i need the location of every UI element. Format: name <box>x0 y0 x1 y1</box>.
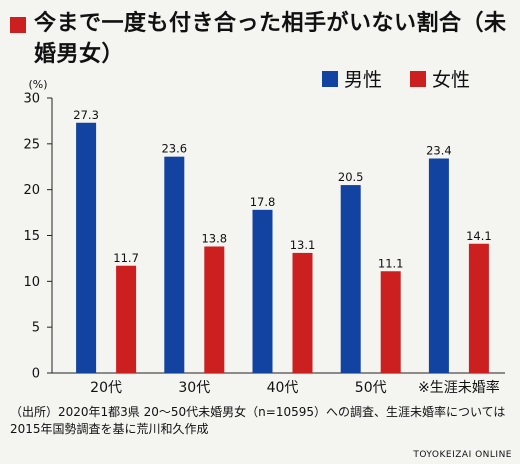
data-label-female: 14.1 <box>466 229 492 243</box>
y-tick-label: 20 <box>23 183 40 198</box>
y-tick-label: 15 <box>23 229 40 244</box>
data-label-female: 11.1 <box>378 256 404 270</box>
bar-male <box>340 185 361 373</box>
data-label-male: 23.4 <box>426 144 452 158</box>
bar-female <box>292 252 313 373</box>
data-label-male: 17.8 <box>250 195 276 209</box>
x-category-label: 20代 <box>90 380 122 396</box>
bar-chart: 0 5 10 15 20 25 30(%) 男性 女性 27.3 11.7 20代 23.6 13.8 30… <box>23 69 505 396</box>
y-axis-unit-label: (%) <box>28 78 47 91</box>
x-category-label: 30代 <box>178 380 210 396</box>
y-tick-label: 30 <box>23 92 40 107</box>
data-label-female: 13.1 <box>290 238 316 252</box>
bar-female <box>204 246 225 373</box>
bar-male <box>428 158 449 373</box>
title-square-marker <box>10 17 26 33</box>
y-tick-label: 5 <box>32 321 40 336</box>
bar-female <box>380 271 401 373</box>
y-tick-label: 25 <box>23 137 40 152</box>
data-label-male: 27.3 <box>73 108 99 122</box>
bar-female <box>116 265 137 373</box>
publisher-credit: TOYOKEIZAI ONLINE <box>413 450 512 460</box>
y-tick-label: 0 <box>32 367 40 382</box>
data-label-female: 11.7 <box>113 251 139 265</box>
legend-label-female: 女性 <box>432 69 470 91</box>
source-note: （出所）2020年1都3県 20〜50代未婚男女（n=10595）への調査、生涯… <box>10 405 506 436</box>
legend-label-male: 男性 <box>344 69 382 91</box>
legend-swatch-male <box>322 71 338 87</box>
data-label-female: 13.8 <box>201 232 227 246</box>
legend-swatch-female <box>410 71 426 87</box>
bar-male <box>252 209 273 373</box>
chart-title: 今まで一度も付き合った相手がいない割合（未婚男女） <box>34 11 507 67</box>
data-label-male: 20.5 <box>338 170 364 184</box>
bar-female <box>468 243 489 373</box>
x-category-label: 50代 <box>355 380 387 396</box>
bar-male <box>76 122 97 373</box>
y-tick-label: 10 <box>23 275 40 290</box>
data-label-male: 23.6 <box>161 142 187 156</box>
x-category-label: ※生涯未婚率 <box>418 379 500 396</box>
title-block: 今まで一度も付き合った相手がいない割合（未婚男女） <box>10 8 515 70</box>
x-category-label: 40代 <box>267 380 299 396</box>
bar-male <box>164 156 185 373</box>
